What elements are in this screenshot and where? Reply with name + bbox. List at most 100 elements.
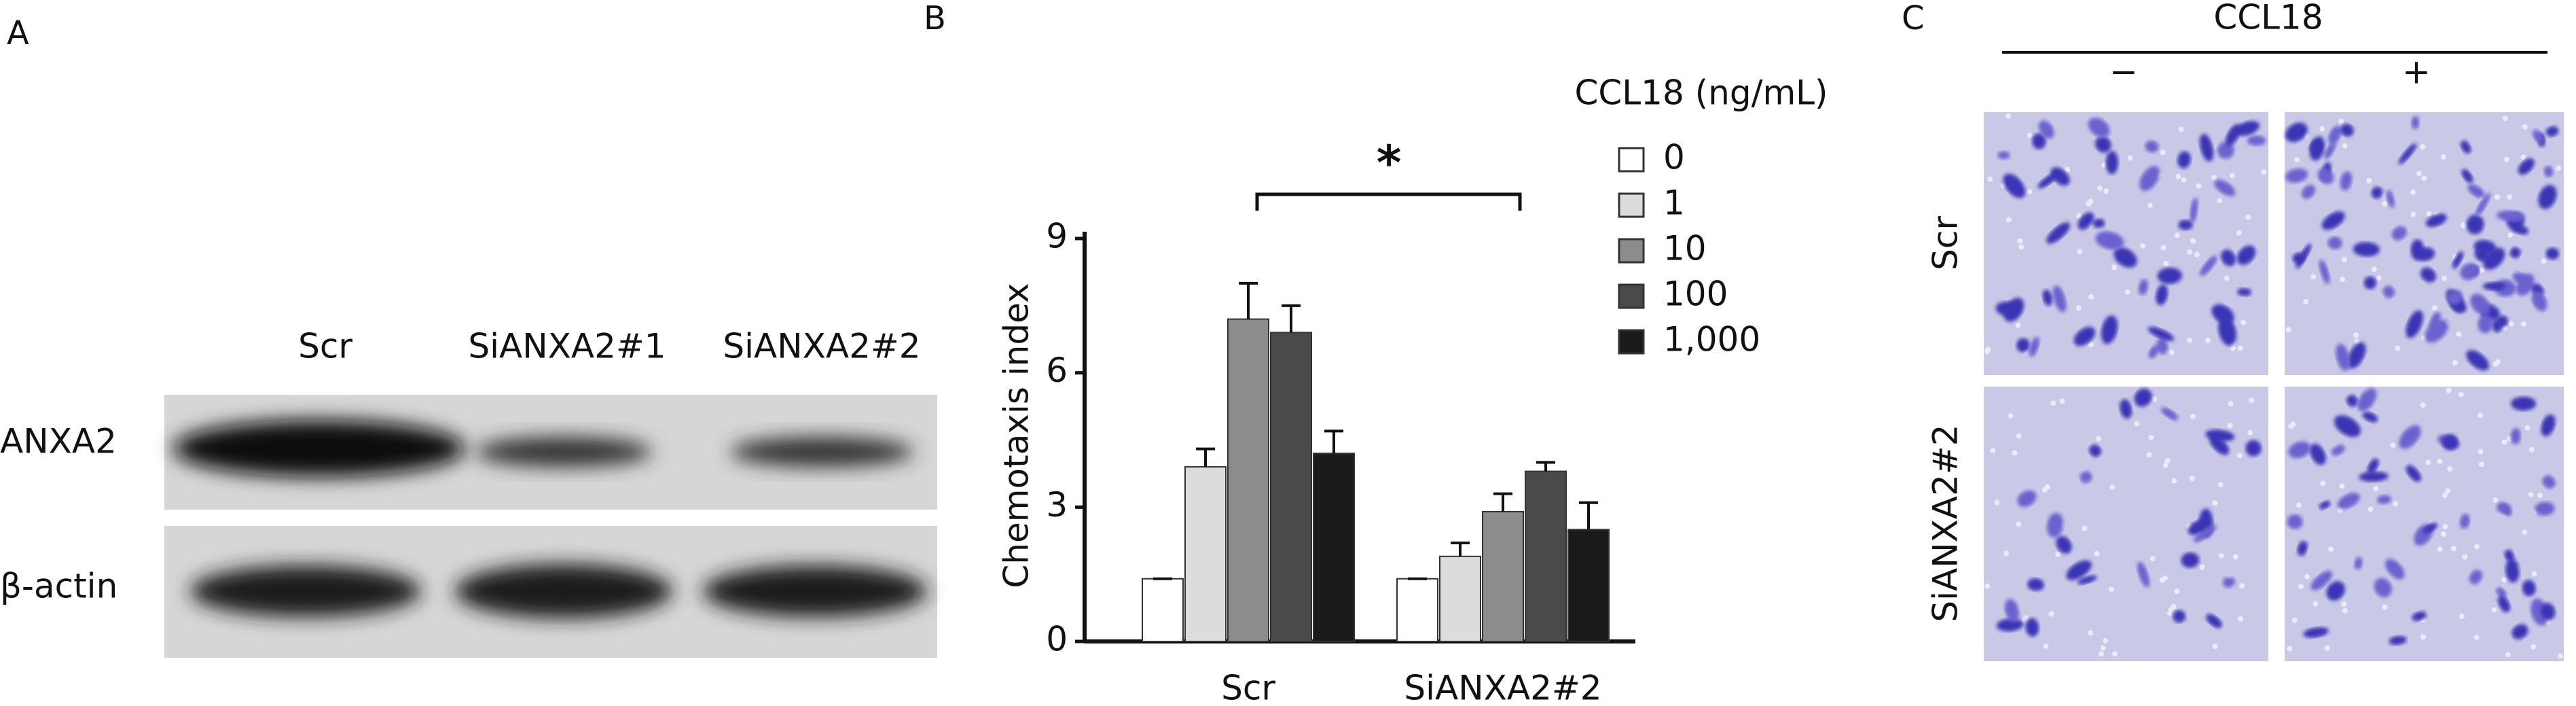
- pore: [2189, 476, 2195, 482]
- pore: [2171, 478, 2177, 484]
- cell: [2032, 133, 2046, 149]
- pore: [2227, 423, 2233, 429]
- cell: [2518, 158, 2535, 175]
- pore: [2287, 646, 2293, 652]
- cell: [2073, 327, 2095, 347]
- cell: [2138, 279, 2148, 296]
- column-label: +: [2402, 52, 2431, 92]
- pore: [2169, 349, 2175, 355]
- pore: [2094, 550, 2100, 557]
- cell: [2541, 603, 2556, 620]
- pore: [2337, 507, 2343, 513]
- cell: [2328, 126, 2342, 145]
- pore: [2393, 501, 2399, 507]
- significance: *: [1377, 135, 1402, 191]
- pore: [2088, 294, 2094, 300]
- cell: [2095, 136, 2111, 153]
- cell: [2497, 595, 2510, 613]
- pore: [2340, 277, 2346, 283]
- pore: [2059, 398, 2065, 404]
- cell: [2446, 289, 2463, 305]
- pore: [2075, 305, 2082, 311]
- cell: [2310, 140, 2323, 153]
- pore: [2524, 425, 2530, 431]
- cell: [2206, 614, 2222, 629]
- pore: [2124, 289, 2130, 295]
- pore: [2473, 544, 2480, 550]
- cell: [2377, 495, 2391, 504]
- cell: [2177, 151, 2191, 169]
- pore: [2174, 232, 2180, 239]
- panel-label: A: [7, 14, 29, 52]
- cell: [2452, 251, 2464, 269]
- pore: [2505, 652, 2511, 658]
- cell: [2511, 624, 2528, 639]
- pore: [2341, 601, 2347, 607]
- pore: [2298, 583, 2304, 589]
- pore: [1990, 447, 1996, 453]
- pore: [2456, 331, 2462, 337]
- pore: [2376, 275, 2382, 281]
- cell: [2535, 501, 2555, 516]
- error-bar: [1536, 461, 1555, 472]
- micrograph: [1984, 387, 2268, 661]
- pore: [2556, 165, 2562, 171]
- cell: [2347, 342, 2366, 369]
- bar: [1227, 318, 1269, 642]
- pore: [2450, 546, 2456, 552]
- cell: [2363, 276, 2376, 289]
- pore: [2224, 275, 2230, 281]
- legend-label: 100: [1663, 275, 1728, 314]
- pore: [2175, 173, 2181, 179]
- cell: [2038, 120, 2054, 139]
- pore: [2108, 586, 2114, 593]
- pore: [2065, 166, 2071, 173]
- pore: [2312, 601, 2319, 607]
- cell: [2285, 122, 2308, 143]
- cell: [2181, 552, 2200, 568]
- pore: [2238, 345, 2244, 351]
- pore: [2194, 251, 2200, 258]
- legend-label: 10: [1663, 229, 1707, 268]
- pore: [2342, 257, 2348, 263]
- cell: [2469, 569, 2483, 584]
- pore: [2420, 143, 2426, 149]
- cell: [2545, 126, 2559, 137]
- cell: [2367, 458, 2379, 474]
- pore: [2162, 462, 2169, 468]
- pore: [2353, 332, 2359, 338]
- cell: [2092, 218, 2105, 228]
- pore: [2420, 402, 2426, 408]
- pore: [2442, 275, 2448, 281]
- pore: [2159, 577, 2165, 583]
- pore: [2230, 345, 2236, 351]
- cell: [2052, 285, 2067, 313]
- pore: [2048, 611, 2054, 617]
- lane-label: Scr: [298, 327, 352, 366]
- cell: [2310, 444, 2326, 465]
- cell: [2399, 425, 2421, 449]
- pore: [2082, 525, 2088, 531]
- cell: [2205, 429, 2235, 442]
- pore: [2076, 213, 2082, 219]
- pore: [2537, 492, 2543, 498]
- bar: [1567, 529, 1610, 642]
- cell: [2359, 471, 2389, 482]
- cell: [2042, 289, 2053, 306]
- pore: [2338, 118, 2344, 124]
- pore: [2324, 645, 2330, 651]
- pore: [2390, 442, 2396, 448]
- cell: [2217, 142, 2234, 159]
- pore: [2241, 319, 2247, 325]
- pore: [2112, 651, 2118, 657]
- pore: [2530, 643, 2537, 650]
- cell: [2234, 121, 2260, 136]
- pore: [2023, 615, 2029, 621]
- pore: [2109, 484, 2116, 490]
- pore: [1987, 176, 1993, 182]
- significance-bracket: [1255, 192, 1522, 211]
- cell: [2354, 557, 2363, 570]
- cell: [2017, 490, 2037, 508]
- cell: [2542, 475, 2556, 489]
